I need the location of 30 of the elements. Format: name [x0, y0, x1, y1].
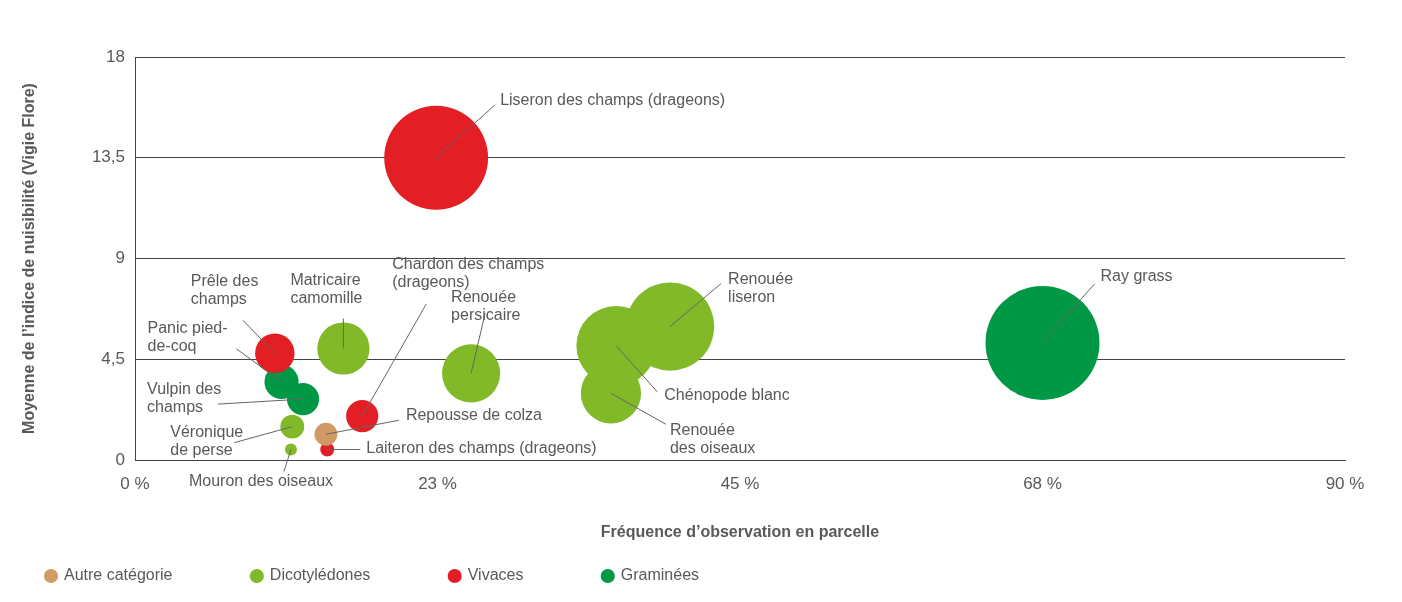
x-tick-label: 23 % [418, 473, 457, 493]
legend-label: Dicotylédones [269, 566, 424, 584]
annotation: Chardon des champs (drageons) [392, 254, 545, 290]
annotation: Véronique de perse [170, 423, 244, 459]
annotation: Matricaire camomille [290, 270, 363, 306]
legend-label: Autre catégorie [64, 566, 226, 584]
y-tick-label: 4,5 [101, 348, 125, 368]
annotation: Ray grass [1100, 267, 1173, 285]
annotation: Laiteron des champs (drageons) [366, 438, 597, 456]
annotation: Panic pied- de-coq [147, 319, 228, 355]
legend-label: Graminées [620, 566, 753, 584]
annotation: Chénopode blanc [664, 386, 790, 404]
y-axis-title: Moyenne de l’indice de nuisibilité (Vigie Flore) [20, 83, 38, 434]
x-axis-title: Fréquence d’observation en parcelle [600, 522, 880, 540]
x-tick-label: 45 % [720, 473, 760, 493]
annotation: Repousse de colza [405, 405, 543, 423]
y-tick-label: 9 [115, 248, 125, 268]
annotation: Vulpin des champs [147, 379, 222, 415]
x-tick-label: 90 % [1325, 473, 1365, 493]
annotation: Renouée liseron [728, 269, 794, 305]
legend-label: Vivaces [467, 566, 577, 584]
annotation: Liseron des champs (drageons) [500, 91, 726, 109]
y-tick-label: 0 [115, 449, 125, 469]
annotation: Mouron des oiseaux [188, 471, 334, 489]
annotation: Prêle des champs [190, 271, 259, 307]
y-tick-label: 13,5 [91, 147, 125, 167]
x-tick-label: 0 % [120, 473, 150, 493]
y-tick-label: 18 [106, 46, 125, 66]
x-tick-label: 68 % [1023, 473, 1062, 493]
annotation: Renouée des oiseaux [669, 420, 756, 456]
